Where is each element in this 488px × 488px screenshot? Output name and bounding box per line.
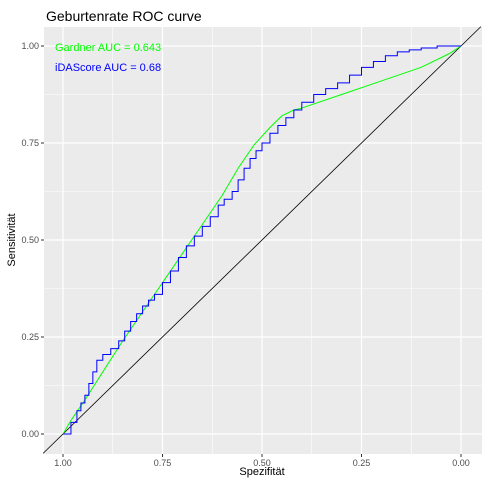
reference-diagonal-line: [42, 26, 482, 454]
x-tick-label: 0.25: [353, 458, 371, 468]
y-tick-label: 0.50: [21, 235, 39, 245]
gardner-roc-line: [62, 45, 462, 435]
y-tick-label: 0.00: [21, 429, 39, 439]
gardner-auc-label: Gardner AUC = 0.643: [55, 42, 161, 54]
series-layer: [42, 26, 482, 454]
idascore-roc-line: [63, 45, 461, 435]
x-tick-label: 1.00: [54, 458, 72, 468]
y-axis: 0.00 0.25 0.50 0.75 1.00: [21, 41, 44, 439]
x-axis-title: Spezifität: [239, 466, 284, 478]
y-tick-label: 0.25: [21, 332, 39, 342]
y-axis-title: Sensitivität: [6, 213, 18, 266]
idascore-auc-label: iDAScore AUC = 0.68: [55, 62, 161, 74]
chart-title: Geburtenrate ROC curve: [46, 8, 202, 24]
y-tick-label: 1.00: [21, 41, 39, 51]
x-tick-label: 0.00: [452, 458, 470, 468]
legend-annotations: Gardner AUC = 0.643 iDAScore AUC = 0.68: [55, 42, 161, 74]
x-axis: 1.00 0.75 0.50 0.25 0.00: [54, 454, 470, 468]
x-tick-label: 0.75: [154, 458, 172, 468]
x-tick-label: 0.50: [253, 458, 271, 468]
y-tick-label: 0.75: [21, 138, 39, 148]
